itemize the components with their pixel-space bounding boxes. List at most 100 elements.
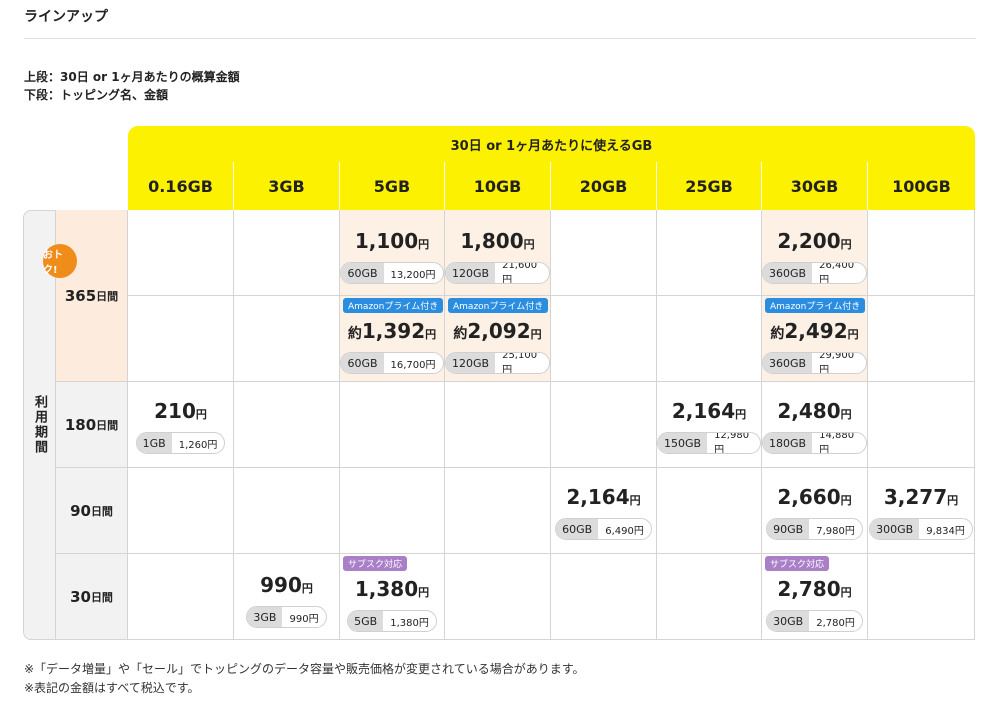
cell-empty (234, 210, 340, 296)
topping-pill: 5GB 1,380円 (347, 610, 437, 632)
footnote-data-increase: ※「データ増量」や「セール」でトッピングのデータ容量や販売価格が変更されている場… (24, 662, 585, 676)
cell-empty (551, 296, 657, 382)
cell-empty (128, 296, 234, 382)
cell-empty (657, 210, 762, 296)
cell-365-5gb: 1,100円 60GB 13,200円 (340, 210, 445, 296)
row-head-30-num: 30 (70, 587, 91, 606)
period-group: 利用期間 (23, 210, 56, 640)
cell-180-25gb: 2,164円 150GB 12,980円 (657, 382, 762, 468)
row-head-180: 180 日間 (56, 382, 128, 468)
price: 990円 (260, 573, 313, 597)
cell-365-30gb: 2,200円 360GB 26,400円 (762, 210, 868, 296)
lineup-table: 30日 or 1ヶ月あたりに使えるGB 0.16GB 3GB 5GB 10GB … (23, 126, 975, 640)
footnotes: ※「データ増量」や「セール」でトッピングのデータ容量や販売価格が変更されている場… (24, 660, 585, 698)
col-head-100gb: 100GB (868, 162, 975, 210)
cell-empty (128, 468, 234, 554)
price: 2,164円 (671, 399, 747, 423)
cell-empty (234, 382, 340, 468)
price: 2,480円 (777, 399, 852, 423)
cell-empty (551, 554, 657, 640)
cell-180-0-16gb: 210円 1GB 1,260円 (128, 382, 234, 468)
gb-header: 30日 or 1ヶ月あたりに使えるGB (128, 126, 975, 162)
cell-empty (445, 468, 551, 554)
legend: 上段：30日 or 1ヶ月あたりの概算金額 下段：トッピング名、金額 (24, 68, 240, 104)
cell-empty (128, 210, 234, 296)
topping-pill: 60GB 16,700円 (340, 352, 444, 374)
subscription-tag: サブスク対応 (343, 556, 408, 571)
cell-empty (234, 296, 340, 382)
amazon-prime-tag: Amazonプライム付き (448, 298, 549, 313)
price: 1,100円 (354, 229, 430, 253)
divider (24, 38, 976, 39)
topping-pill: 60GB 13,200円 (340, 262, 444, 284)
row-head-365-unit: 日間 (96, 289, 119, 303)
cell-30-5gb: サブスク対応 1,380円 5GB 1,380円 (340, 554, 445, 640)
row-head-30: 30 日間 (56, 554, 128, 640)
legend-line-top: 上段：30日 or 1ヶ月あたりの概算金額 (24, 70, 240, 84)
cell-365-amazon-10gb: Amazonプライム付き 約2,092円 120GB 25,100円 (445, 296, 551, 382)
price: 約2,092円 (453, 319, 542, 343)
cell-90-20gb: 2,164円 60GB 6,490円 (551, 468, 657, 554)
col-head-5gb: 5GB (340, 162, 445, 210)
topping-pill: 360GB 26,400円 (762, 262, 867, 284)
row-head-180-num: 180 (64, 415, 97, 434)
cell-365-10gb: 1,800円 120GB 21,600円 (445, 210, 551, 296)
cell-30-30gb: サブスク対応 2,780円 30GB 2,780円 (762, 554, 868, 640)
cell-empty (868, 382, 975, 468)
topping-pill: 60GB 6,490円 (555, 518, 652, 540)
topping-pill: 180GB 14,880円 (762, 432, 867, 454)
footnote-tax-included: ※表記の金額はすべて税込です。 (24, 681, 200, 695)
topping-pill: 120GB 25,100円 (445, 352, 550, 374)
cell-empty (340, 468, 445, 554)
row-head-365: 365 日間 (56, 210, 128, 382)
col-head-10gb: 10GB (445, 162, 551, 210)
cell-empty (551, 210, 657, 296)
cell-30-3gb: 990円 3GB 990円 (234, 554, 340, 640)
topping-pill: 360GB 29,900円 (762, 352, 867, 374)
topping-pill: 30GB 2,780円 (766, 610, 863, 632)
otoku-badge: おトク! (43, 244, 77, 278)
legend-line-bottom: 下段：トッピング名、金額 (24, 88, 169, 102)
cell-empty (868, 210, 975, 296)
topping-pill: 300GB 9,834円 (869, 518, 973, 540)
row-head-365-num: 365 (64, 286, 97, 305)
row-head-30-unit: 日間 (90, 590, 113, 604)
cell-empty (657, 296, 762, 382)
price: 210円 (154, 399, 207, 423)
topping-pill: 150GB 12,980円 (657, 432, 761, 454)
price: 1,800円 (460, 229, 535, 253)
col-head-20gb: 20GB (551, 162, 657, 210)
col-head-25gb: 25GB (657, 162, 762, 210)
topping-pill: 120GB 21,600円 (445, 262, 550, 284)
cell-90-100gb: 3,277円 300GB 9,834円 (868, 468, 975, 554)
cell-empty (868, 296, 975, 382)
period-group-label: 利用期間 (32, 395, 47, 455)
amazon-prime-tag: Amazonプライム付き (765, 298, 866, 313)
cell-365-amazon-5gb: Amazonプライム付き 約1,392円 60GB 16,700円 (340, 296, 445, 382)
subscription-tag: サブスク対応 (765, 556, 830, 571)
cell-empty (445, 382, 551, 468)
cell-empty (551, 382, 657, 468)
cell-180-30gb: 2,480円 180GB 14,880円 (762, 382, 868, 468)
col-head-30gb: 30GB (762, 162, 868, 210)
topping-pill: 90GB 7,980円 (766, 518, 863, 540)
cell-empty (128, 554, 234, 640)
topping-pill: 3GB 990円 (246, 606, 327, 628)
row-head-90-unit: 日間 (90, 504, 113, 518)
cell-empty (868, 554, 975, 640)
cell-empty (340, 382, 445, 468)
cell-empty (445, 554, 551, 640)
cell-empty (657, 554, 762, 640)
price: 約2,492円 (770, 319, 859, 343)
price: 1,380円 (354, 577, 430, 601)
price: 2,164円 (566, 485, 641, 509)
row-head-90-num: 90 (70, 501, 91, 520)
col-head-3gb: 3GB (234, 162, 340, 210)
cell-empty (657, 468, 762, 554)
cell-empty (234, 468, 340, 554)
cell-90-30gb: 2,660円 90GB 7,980円 (762, 468, 868, 554)
col-head-0-16gb: 0.16GB (128, 162, 234, 210)
amazon-prime-tag: Amazonプライム付き (343, 298, 444, 313)
row-head-180-unit: 日間 (96, 418, 119, 432)
price: 約1,392円 (347, 319, 437, 343)
